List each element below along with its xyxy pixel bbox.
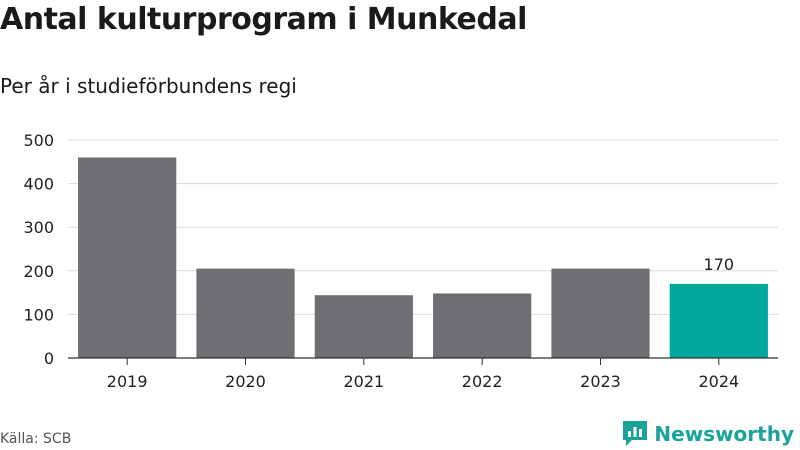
bar-2022 <box>433 293 532 358</box>
bar-2019 <box>78 157 177 358</box>
x-tick-label: 2022 <box>462 372 503 391</box>
y-tick-label: 300 <box>23 218 54 237</box>
bar-2023 <box>551 268 650 358</box>
x-tick-label: 2024 <box>698 372 739 391</box>
grid-lines <box>68 139 778 315</box>
chart-subtitle: Per år i studieförbundens regi <box>0 74 297 98</box>
bar-2021 <box>314 295 413 358</box>
x-tick-label: 2020 <box>225 372 266 391</box>
y-axis-ticks: 0 100 200 300 400 500 <box>23 131 54 368</box>
y-tick-label: 400 <box>23 175 54 194</box>
source-note: Källa: SCB <box>0 431 72 447</box>
x-tick-label: 2019 <box>107 372 148 391</box>
bar-2020 <box>196 268 295 358</box>
x-axis-ticks: 2019 2020 2021 2022 2023 2024 <box>107 358 739 391</box>
x-tick-label: 2021 <box>343 372 384 391</box>
data-labels: 170 <box>704 255 735 274</box>
x-tick-label: 2023 <box>580 372 621 391</box>
brand-name: Newsworthy <box>654 422 794 446</box>
y-tick-label: 500 <box>23 131 54 150</box>
y-tick-label: 0 <box>44 349 54 368</box>
newsworthy-logo-icon <box>623 421 648 446</box>
chart-title: Antal kulturprogram i Munkedal <box>0 2 527 37</box>
y-tick-label: 100 <box>23 305 54 324</box>
bars <box>78 157 768 358</box>
y-tick-label: 200 <box>23 262 54 281</box>
data-label: 170 <box>704 255 735 274</box>
bar-2024 <box>669 283 768 358</box>
brand-logo: Newsworthy <box>622 420 794 448</box>
